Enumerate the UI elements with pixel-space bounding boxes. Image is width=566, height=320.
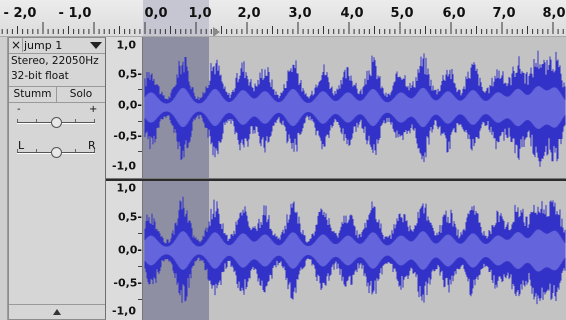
pan-tick xyxy=(75,149,76,152)
track-title-bar[interactable]: × jump 1 xyxy=(9,38,105,54)
gain-tick xyxy=(94,119,95,122)
ruler-label: 6,0 xyxy=(442,6,466,21)
collapse-track-button[interactable] xyxy=(9,304,105,320)
vertical-ruler-left-channel[interactable]: 1,0 0,5- 0,0- -0,5- -1,0 xyxy=(106,37,143,178)
pan-slider-thumb[interactable] xyxy=(51,147,62,158)
track-drag-strip[interactable] xyxy=(0,37,8,320)
ruler-label: - 1,0 xyxy=(58,6,92,21)
scale-label: -1,0 xyxy=(111,304,136,318)
mute-solo-row: Stumm Solo xyxy=(9,86,105,103)
ruler-label: 4,0 xyxy=(340,6,364,21)
gain-plus-label: + xyxy=(89,104,98,115)
play-region-marker[interactable] xyxy=(213,27,220,36)
collapse-arrow-icon xyxy=(53,309,61,315)
chevron-down-icon[interactable] xyxy=(90,42,102,49)
ruler-label: 3,0 xyxy=(288,6,312,21)
scale-label: 1,0 xyxy=(116,181,137,195)
waveform-left-channel[interactable] xyxy=(143,37,566,178)
scale-tick xyxy=(138,266,142,267)
ruler-selection xyxy=(143,0,210,36)
pan-tick xyxy=(17,149,18,152)
gain-slider-thumb[interactable] xyxy=(51,117,62,128)
ruler-label: 8,0 xyxy=(542,6,566,21)
scale-tick xyxy=(138,151,142,152)
track-format: Stereo, 22050Hz xyxy=(11,55,99,67)
track-name[interactable]: jump 1 xyxy=(24,39,63,52)
ruler-label: - 2,0 xyxy=(3,6,37,21)
mute-button[interactable]: Stumm xyxy=(9,87,57,102)
ruler-ticks xyxy=(1,22,564,34)
gain-tick xyxy=(75,119,76,122)
ruler-label: 1,0 xyxy=(188,6,212,21)
ruler-label: 7,0 xyxy=(492,6,516,21)
scale-label: -0,5- xyxy=(113,129,142,143)
scale-tick xyxy=(138,121,142,122)
ruler-label: 5,0 xyxy=(390,6,414,21)
waveform-graphic xyxy=(144,196,566,305)
ruler-label: 2,0 xyxy=(237,6,261,21)
scale-label: 0,0- xyxy=(117,98,142,112)
gain-minus-label: - xyxy=(17,104,21,115)
gain-tick xyxy=(17,119,18,122)
pan-tick xyxy=(36,149,37,152)
vertical-ruler-right-channel[interactable]: 1,0 0,5- 0,0- -0,5- -1,0 xyxy=(106,181,143,320)
scale-label: 0,0- xyxy=(117,243,142,257)
scale-tick xyxy=(138,233,142,234)
close-track-button[interactable]: × xyxy=(10,38,23,52)
scale-label: 0,5- xyxy=(117,210,142,224)
gain-tick xyxy=(36,119,37,122)
scale-tick xyxy=(138,89,142,90)
pan-left-label: L xyxy=(18,139,25,152)
scale-label: 0,5- xyxy=(117,67,142,81)
scale-label: 1,0 xyxy=(116,38,137,52)
scale-label: -1,0 xyxy=(111,159,136,173)
pan-right-label: R xyxy=(88,139,96,152)
waveform-graphic xyxy=(144,50,566,167)
timeline-ruler[interactable]: - 2,0 - 1,0 0,0 1,0 2,0 3,0 4,0 5,0 6,0 … xyxy=(0,0,566,37)
track-control-panel: × jump 1 Stereo, 22050Hz 32-bit float St… xyxy=(8,37,106,320)
track-sample-format: 32-bit float xyxy=(11,70,69,82)
solo-button[interactable]: Solo xyxy=(69,88,93,100)
ruler-label: 0,0 xyxy=(144,6,168,21)
scale-tick xyxy=(138,299,142,300)
pan-tick xyxy=(94,149,95,152)
scale-label: -0,5- xyxy=(113,276,142,290)
channel-divider xyxy=(106,178,566,181)
waveform-right-channel[interactable] xyxy=(143,181,566,320)
